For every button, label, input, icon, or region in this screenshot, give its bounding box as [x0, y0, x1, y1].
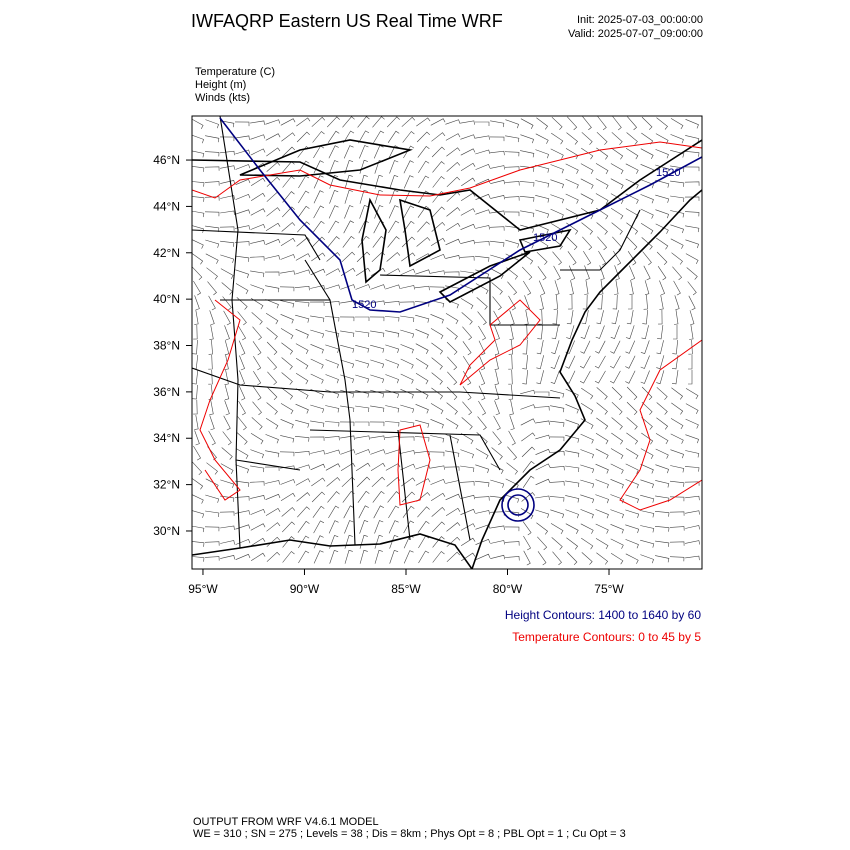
field-label: Temperature (C) — [195, 66, 275, 78]
temperature-contours — [192, 141, 702, 511]
y-tick-label: 36°N — [153, 385, 180, 399]
x-tick-label: 85°W — [391, 582, 421, 596]
borders — [192, 116, 702, 569]
footer-line: WE = 310 ; SN = 275 ; Levels = 38 ; Dis … — [193, 828, 626, 840]
valid-time: Valid: 2025-07-07_09:00:00 — [568, 28, 703, 40]
map-frame — [191, 115, 703, 570]
wind-barb-field — [192, 116, 700, 566]
map-area: 1520 1520 1520 — [192, 116, 702, 569]
contour-label: 1520 — [352, 299, 376, 311]
height-legend: Height Contours: 1400 to 1640 by 60 — [505, 608, 701, 622]
y-tick-label: 34°N — [153, 431, 180, 445]
y-tick-label: 44°N — [153, 199, 180, 213]
height-contours — [219, 117, 702, 522]
y-tick-label: 40°N — [153, 292, 180, 306]
y-tick-label: 32°N — [153, 478, 180, 492]
contour-label: 1520 — [533, 232, 557, 244]
y-tick-label: 46°N — [153, 153, 180, 167]
field-label: Height (m) — [195, 79, 246, 91]
axes: 95°W 90°W 85°W 80°W 75°W 30°N 32°N 34°N 36°N 38°N… — [153, 153, 624, 596]
title: IWFAQRP Eastern US Real Time WRF — [191, 11, 503, 31]
wind-barbs — [192, 116, 700, 566]
x-tick-label: 75°W — [594, 582, 624, 596]
x-tick-label: 90°W — [290, 582, 320, 596]
y-tick-label: 42°N — [153, 246, 180, 260]
init-time: Init: 2025-07-03_00:00:00 — [577, 14, 703, 26]
y-tick-label: 30°N — [153, 524, 180, 538]
contour-label: 1520 — [656, 167, 680, 179]
x-tick-label: 95°W — [188, 582, 218, 596]
footer-line: OUTPUT FROM WRF V4.6.1 MODEL — [193, 816, 379, 828]
temperature-legend: Temperature Contours: 0 to 45 by 5 — [512, 630, 701, 644]
field-label: Winds (kts) — [195, 92, 250, 104]
y-tick-label: 38°N — [153, 339, 180, 353]
x-tick-label: 80°W — [493, 582, 523, 596]
